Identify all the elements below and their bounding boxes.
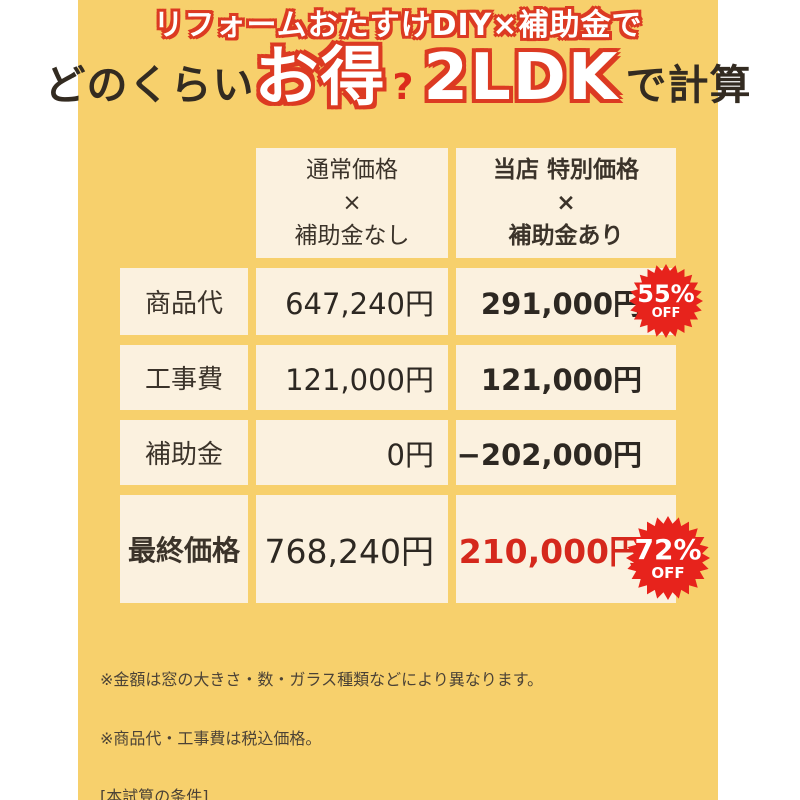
column-header-line: 補助金あり	[508, 222, 624, 249]
headline-prefix: どのくらい	[44, 61, 255, 109]
discount-off-label: OFF	[651, 306, 681, 321]
construction-cost-special-value: 121,000円	[456, 345, 676, 410]
banner-subtitle: リフォームおたすけDIY×補助金で	[153, 8, 643, 43]
footnotes: ※金額は窓の大きさ・数・ガラス種類などにより異なります。 ※商品代・工事費は税込…	[100, 631, 700, 800]
banner-headline: どのくらい お得 ? 2LDK で計算	[45, 41, 751, 116]
headline-highlight-otoku: お得	[254, 41, 387, 115]
footnote-line: ※商品代・工事費は税込価格。	[100, 728, 322, 748]
discount-off-label: OFF	[651, 564, 685, 582]
discount-percent: 72%	[634, 533, 702, 566]
row-label-final-price: 最終価格	[120, 495, 248, 603]
headline-highlight-2ldk: 2LDK	[423, 41, 620, 115]
table-corner-spacer	[120, 148, 248, 258]
price-comparison-table: 通常価格 × 補助金なし 当店 特別価格 × 補助金あり 商品代 647,240…	[120, 148, 710, 603]
construction-cost-normal-value: 121,000円	[256, 345, 448, 410]
column-header-line: 通常価格	[306, 156, 398, 183]
multiply-sign: ×	[556, 189, 576, 216]
footnote-line: ※金額は窓の大きさ・数・ガラス種類などにより異なります。	[100, 670, 544, 689]
row-label-subsidy: 補助金	[120, 420, 248, 485]
headline-suffix: で計算	[625, 61, 752, 109]
headline-question-mark: ?	[392, 67, 414, 108]
final-price-normal-value: 768,240円	[256, 495, 448, 603]
discount-percent: 55%	[637, 280, 695, 308]
multiply-sign: ×	[342, 189, 362, 216]
subsidy-normal-value: 0円	[256, 420, 448, 485]
column-header-line: 当店 特別価格	[492, 156, 639, 183]
row-label-product-cost: 商品代	[120, 268, 248, 335]
discount-badge-55-off: 55% OFF	[629, 264, 703, 338]
discount-badge-72-off: 72% OFF	[626, 516, 710, 600]
yellow-card: リフォームおたすけDIY×補助金で どのくらい お得 ? 2LDK で計算 通常…	[45, 0, 751, 800]
row-label-construction-cost: 工事費	[120, 345, 248, 410]
column-header-special-price: 当店 特別価格 × 補助金あり	[456, 148, 676, 258]
subsidy-special-value: −202,000円	[456, 420, 676, 485]
column-header-normal-price: 通常価格 × 補助金なし	[256, 148, 448, 258]
footnote-line: [本試算の条件]	[100, 787, 209, 800]
product-cost-normal-value: 647,240円	[256, 268, 448, 335]
column-header-line: 補助金なし	[294, 222, 410, 249]
